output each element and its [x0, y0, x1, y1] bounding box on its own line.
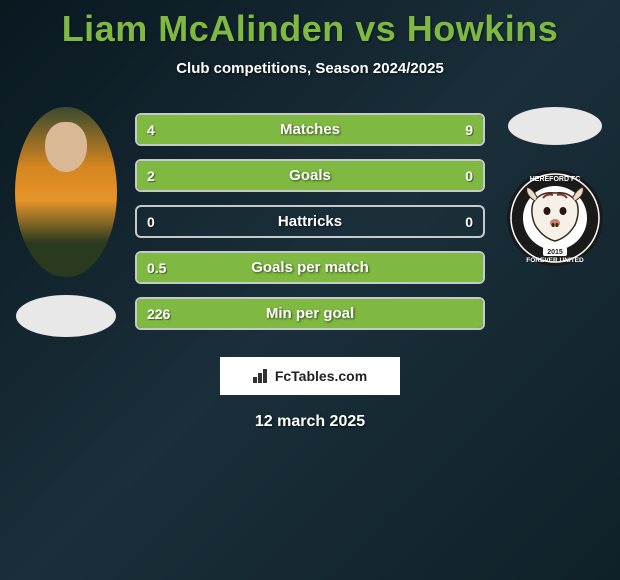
stat-row: 2 Goals 0 — [135, 159, 485, 192]
date-label: 12 march 2025 — [0, 413, 620, 431]
stat-value-left: 0 — [147, 214, 155, 230]
player-right-club-badge: HEREFORD FC FOREVER UNITED 2015 — [505, 163, 605, 273]
player-left-photo — [15, 107, 117, 277]
svg-text:FOREVER UNITED: FOREVER UNITED — [526, 257, 584, 264]
stat-label: Min per goal — [266, 305, 354, 322]
comparison-panel: 4 Matches 9 2 Goals 0 0 Hattricks 0 0.5 Goals per … — [0, 107, 620, 337]
watermark: FcTables.com — [220, 357, 400, 395]
page-title: Liam McAlinden vs Howkins — [0, 0, 620, 50]
svg-text:2015: 2015 — [547, 249, 563, 256]
stat-value-right: 0 — [465, 214, 473, 230]
stat-fill-right — [241, 115, 483, 144]
player-right-column: HEREFORD FC FOREVER UNITED 2015 — [497, 107, 612, 273]
chart-icon — [253, 369, 271, 383]
stat-label: Goals — [289, 167, 331, 184]
stat-row: 226 Min per goal — [135, 297, 485, 330]
stat-value-left: 226 — [147, 306, 170, 322]
player-right-photo-placeholder — [508, 107, 602, 145]
hereford-badge-icon: HEREFORD FC FOREVER UNITED 2015 — [505, 163, 605, 273]
stat-value-left: 4 — [147, 122, 155, 138]
stat-value-left: 2 — [147, 168, 155, 184]
stat-value-right: 9 — [465, 122, 473, 138]
stat-value-left: 0.5 — [147, 260, 166, 276]
stat-label: Hattricks — [278, 213, 342, 230]
watermark-text: FcTables.com — [275, 368, 367, 384]
player-left-club-placeholder — [16, 295, 116, 337]
stat-row: 0 Hattricks 0 — [135, 205, 485, 238]
svg-text:HEREFORD FC: HEREFORD FC — [529, 176, 580, 183]
player-left-column — [8, 107, 123, 337]
stat-label: Matches — [280, 121, 340, 138]
stat-value-right: 0 — [465, 168, 473, 184]
subtitle: Club competitions, Season 2024/2025 — [0, 60, 620, 77]
stat-label: Goals per match — [251, 259, 369, 276]
stat-row: 0.5 Goals per match — [135, 251, 485, 284]
stats-list: 4 Matches 9 2 Goals 0 0 Hattricks 0 0.5 Goals per … — [123, 107, 497, 330]
stat-row: 4 Matches 9 — [135, 113, 485, 146]
